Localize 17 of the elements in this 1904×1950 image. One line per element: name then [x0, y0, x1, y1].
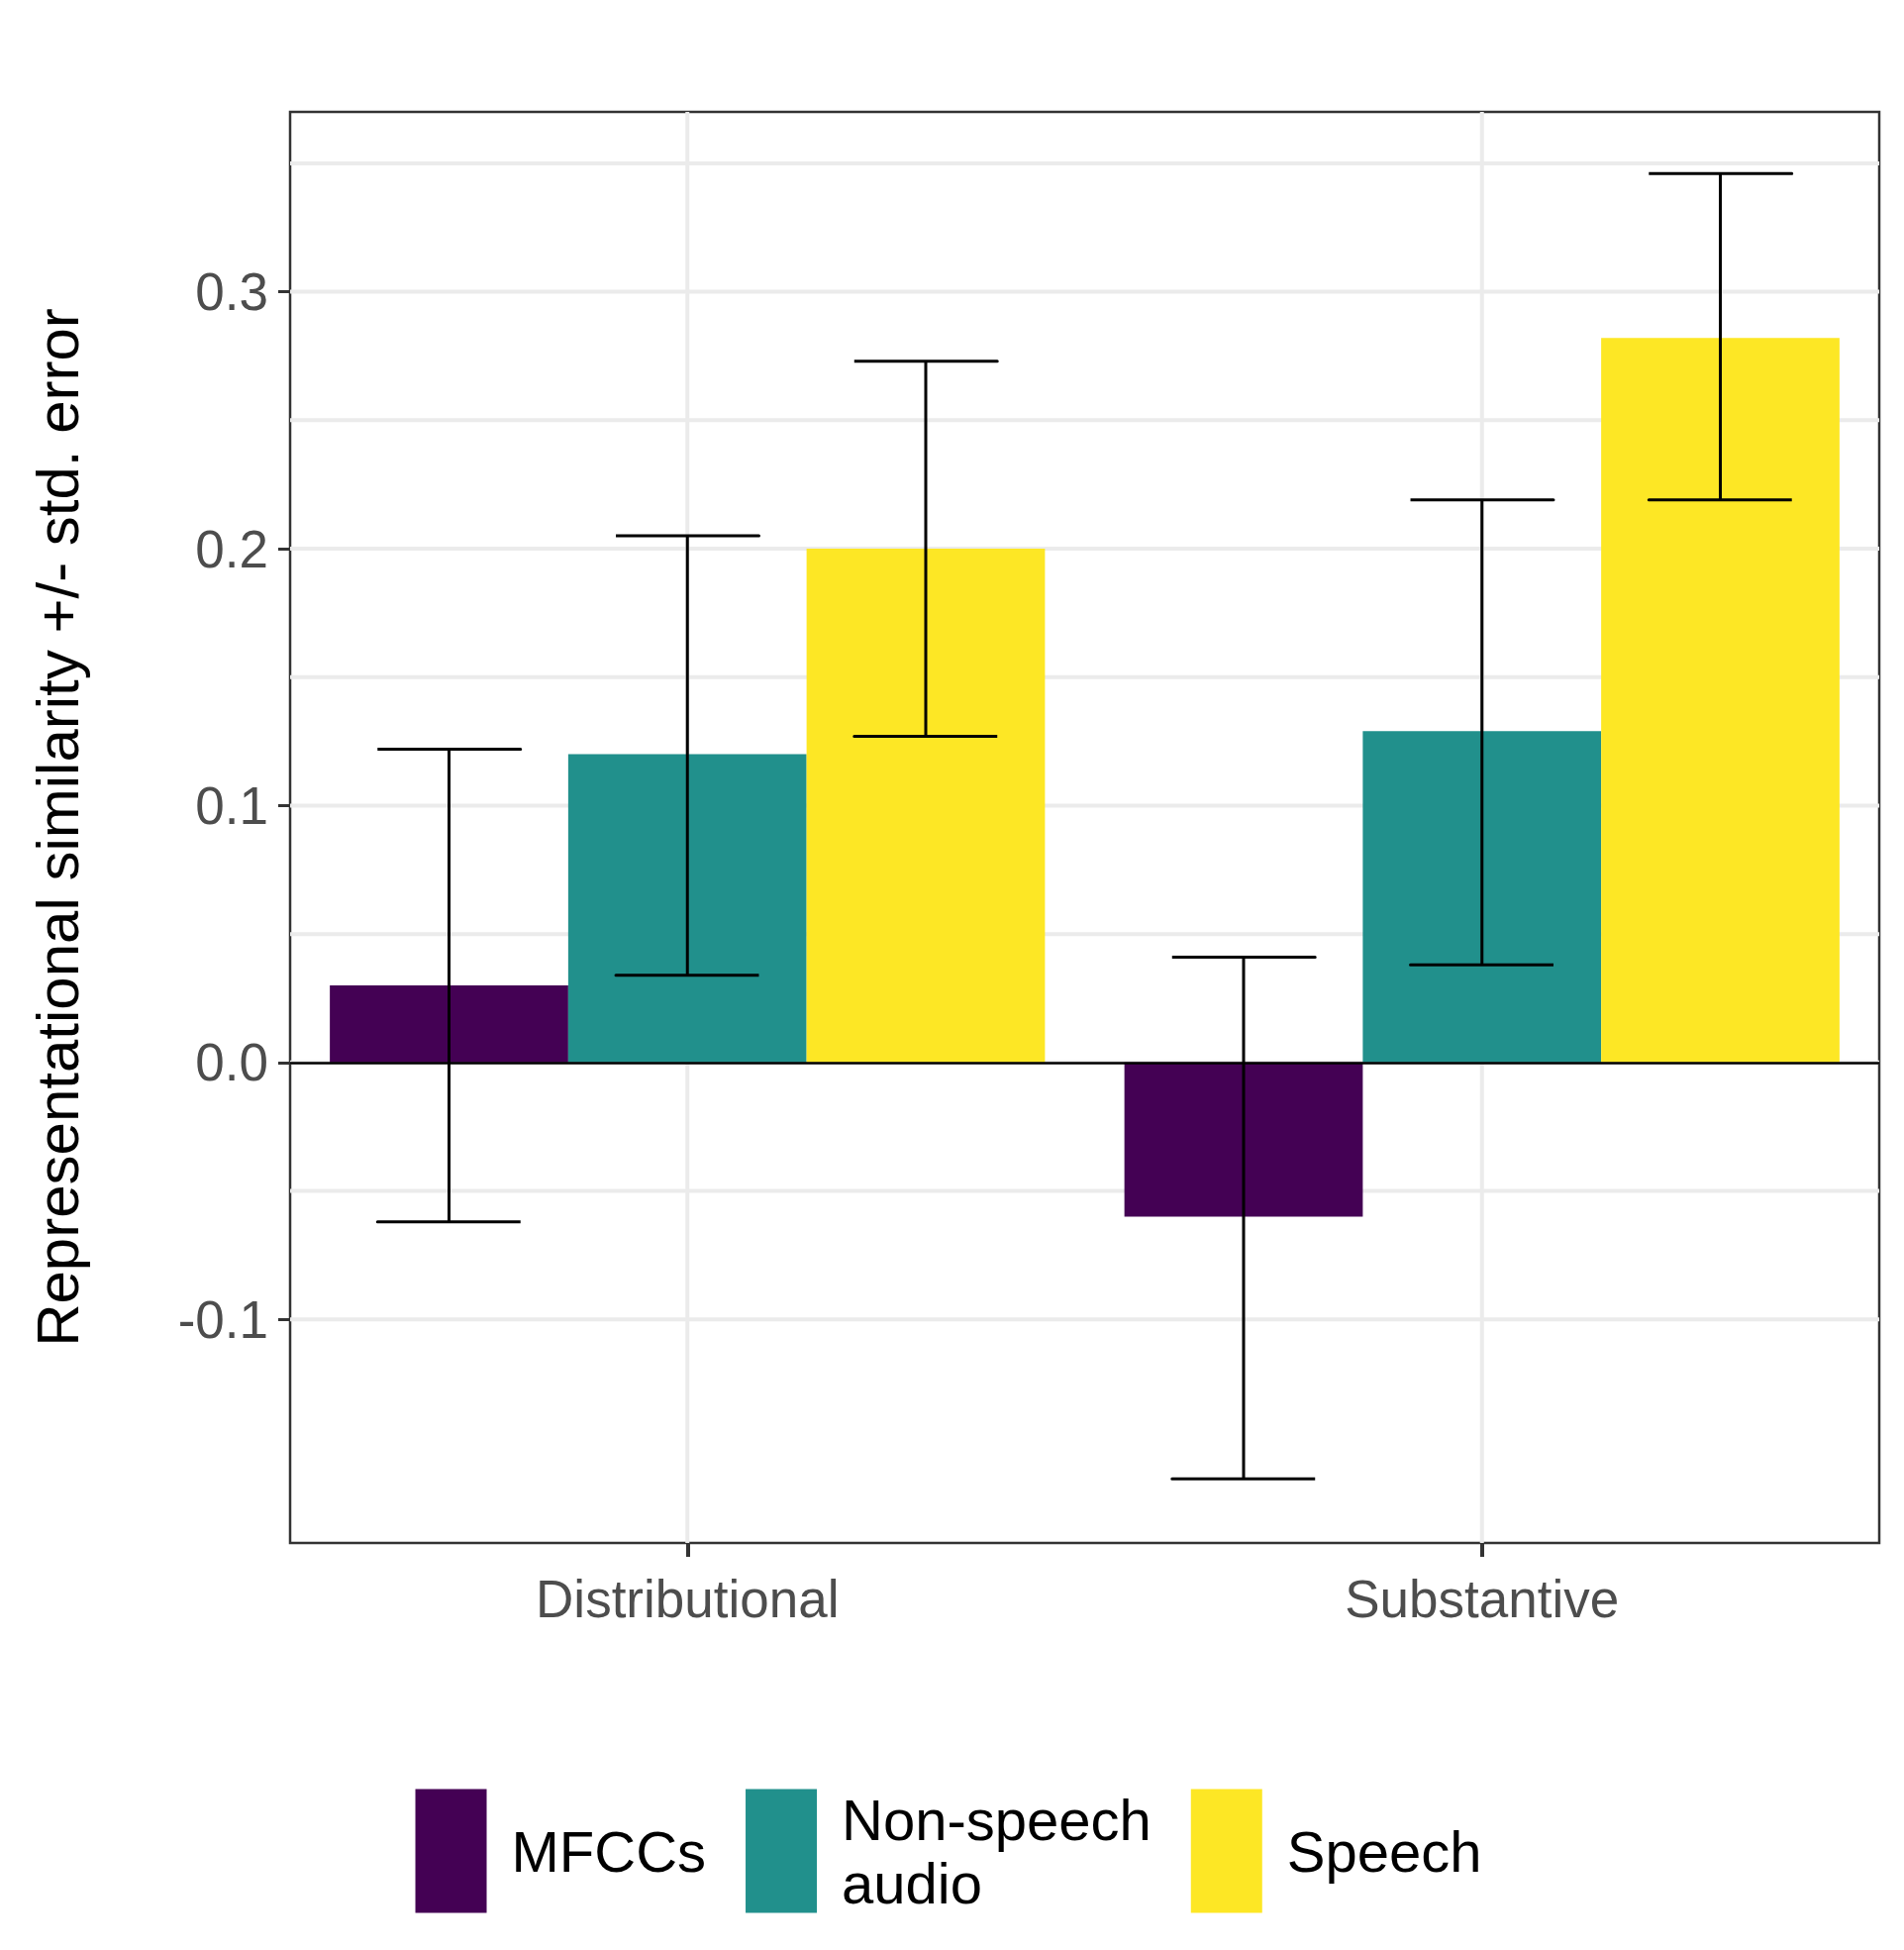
- bar: [1601, 338, 1840, 1063]
- bar: [806, 549, 1046, 1063]
- bar: [1362, 731, 1602, 1063]
- y-tick-label: -0.1: [177, 1289, 268, 1349]
- y-tick-label: 0.0: [195, 1033, 268, 1092]
- y-tick-label: 0.2: [195, 519, 268, 578]
- legend-label: MFCCs: [511, 1818, 707, 1884]
- legend-label: Speech: [1286, 1818, 1482, 1884]
- bar: [1124, 1062, 1363, 1217]
- bar: [330, 985, 568, 1063]
- y-tick-label: 0.1: [195, 775, 268, 835]
- x-tick-label: Distributional: [536, 1570, 840, 1628]
- y-axis-title: Representational similarity +/- std. error: [24, 308, 91, 1347]
- x-tick-label: Substantive: [1345, 1570, 1620, 1628]
- bar: [567, 754, 807, 1063]
- legend-label: Non-speech audio: [842, 1787, 1152, 1915]
- y-tick-label: 0.3: [195, 262, 268, 322]
